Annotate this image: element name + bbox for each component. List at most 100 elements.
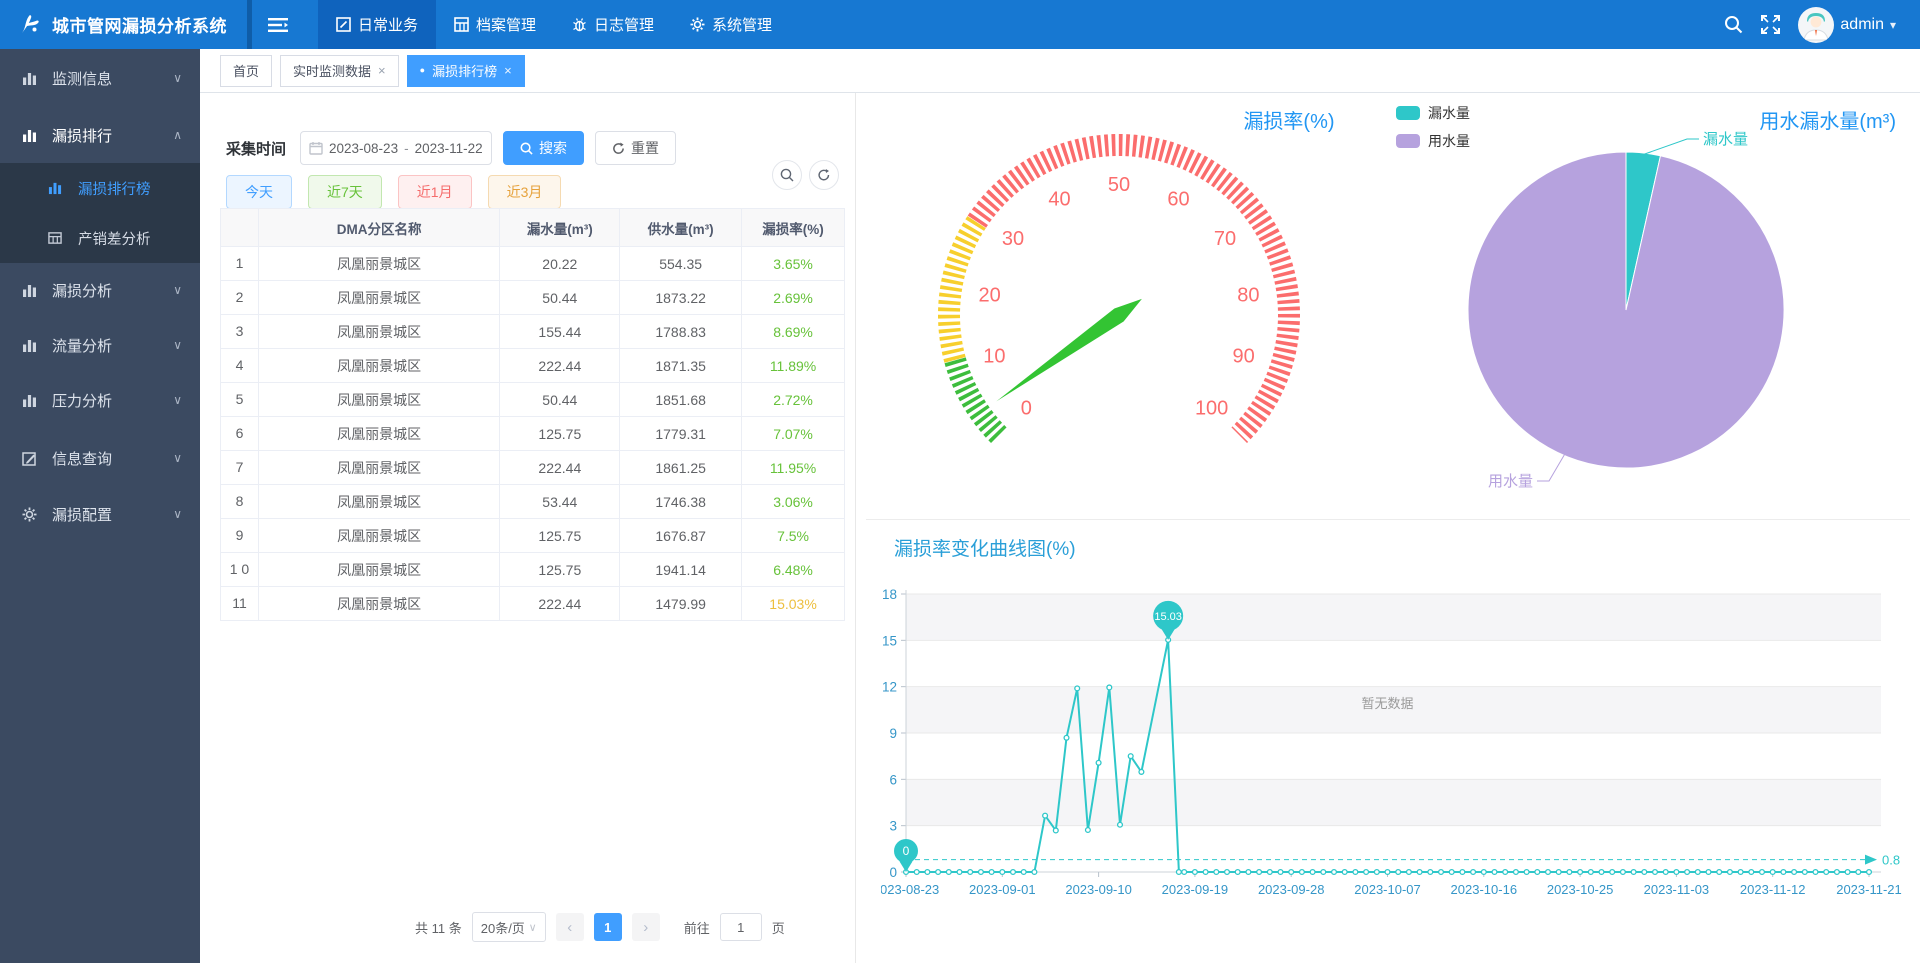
data-point (1577, 868, 1584, 876)
table-row[interactable]: 11 凤凰丽景城区 222.44 1479.99 15.03% (220, 586, 845, 621)
quick-today-button[interactable]: 今天 (226, 175, 292, 209)
table-row[interactable]: 7 凤凰丽景城区 222.44 1861.25 11.95% (220, 450, 845, 485)
x-axis-label: 2023-09-10 (1065, 882, 1132, 897)
cell-supply-volume: 1851.68 (619, 382, 743, 417)
cell-index: 1 0 (220, 552, 259, 587)
data-point (1694, 868, 1701, 876)
table-row[interactable]: 4 凤凰丽景城区 222.44 1871.35 11.89% (220, 348, 845, 383)
table-row[interactable]: 1 凤凰丽景城区 20.22 554.35 3.65% (220, 246, 845, 281)
data-point (1405, 868, 1412, 876)
sidebar-item-pressure-analysis[interactable]: 压力分析 ∨ (0, 372, 200, 428)
global-search-button[interactable] (1724, 15, 1743, 34)
data-point (1544, 868, 1552, 876)
next-page-button[interactable]: › (631, 913, 660, 941)
data-point (1052, 827, 1059, 834)
reset-button[interactable]: 重置 (595, 131, 677, 165)
menu-daily-business[interactable]: 日常业务 (318, 0, 437, 49)
page-size-value: 20条/页 (480, 920, 525, 936)
cell-dma-name: 凤凰丽景城区 (257, 246, 501, 281)
quick-3months-button[interactable]: 近3月 (487, 175, 562, 209)
x-axis-label: 2023-09-01 (969, 882, 1036, 897)
markpoint-label: 15.03 (1154, 611, 1182, 623)
tab-home[interactable]: 首页 (220, 54, 273, 87)
edit-square-icon (336, 17, 351, 32)
cell-leak-rate: 3.65% (741, 246, 845, 281)
table-row[interactable]: 6 凤凰丽景城区 125.75 1779.31 7.07% (220, 416, 845, 451)
charts-panel: 漏损率(%) 0 10 20 30 40 50 60 70 80 90 100 漏水量 用水量 用水… (855, 93, 1920, 963)
x-axis-label: 2023-09-28 (1258, 882, 1325, 897)
legend-item-use[interactable]: 用水量 (1396, 131, 1470, 151)
caret-down-icon: ▾ (1889, 17, 1896, 32)
search-button[interactable]: 搜索 (503, 131, 585, 165)
y-axis-label: 15 (882, 633, 897, 648)
sidebar-item-label: 漏损分析 (52, 282, 113, 300)
tab-realtime-data[interactable]: 实时监测数据 × (280, 54, 399, 87)
cell-leak-volume: 125.75 (499, 552, 621, 587)
table-row[interactable]: 3 凤凰丽景城区 155.44 1788.83 8.69% (220, 314, 845, 349)
sidebar-item-leak-config[interactable]: 漏损配置 ∨ (0, 486, 200, 542)
close-icon[interactable]: × (504, 63, 512, 78)
sidebar-item-info-query[interactable]: 信息查询 ∨ (0, 430, 200, 486)
x-axis-label: 2023-08-23 (881, 882, 939, 897)
tab-bar: 首页 实时监测数据 × ● 漏损排行榜 × (200, 49, 1920, 93)
sidebar-item-leak-analysis[interactable]: 漏损分析 ∨ (0, 262, 200, 318)
table-row[interactable]: 1 0 凤凰丽景城区 125.75 1941.14 6.48% (220, 552, 845, 587)
data-point (1748, 868, 1755, 876)
page-size-select[interactable]: 20条/页 ∨ (471, 912, 546, 942)
cell-leak-rate: 2.72% (741, 382, 845, 417)
data-point (1084, 826, 1091, 834)
table-row[interactable]: 5 凤凰丽景城区 50.44 1851.68 2.72% (220, 382, 845, 417)
date-range-input[interactable]: 2023-08-23 - 2023-11-22 (300, 131, 493, 165)
pie-slice-use[interactable] (1467, 151, 1785, 469)
table-row[interactable]: 9 凤凰丽景城区 125.75 1676.87 7.5% (220, 518, 845, 553)
chevron-down-icon: ∨ (173, 283, 182, 297)
cell-supply-volume: 1479.99 (619, 586, 743, 621)
menu-system[interactable]: 系统管理 (672, 0, 790, 49)
cell-leak-volume: 222.44 (499, 586, 621, 621)
data-point (1288, 868, 1295, 876)
sidebar-item-flow-analysis[interactable]: 流量分析 ∨ (0, 317, 200, 373)
menu-logs[interactable]: 日志管理 (554, 0, 672, 49)
menu-archives[interactable]: 档案管理 (436, 0, 554, 49)
markline-label: 0.8 (1882, 853, 1900, 868)
x-axis-label: 2023-10-07 (1354, 882, 1421, 897)
cell-index: 2 (220, 280, 259, 315)
cell-supply-volume: 1871.35 (619, 348, 743, 383)
table-zoom-button[interactable] (772, 160, 802, 190)
gauge-tick-label: 100 (1195, 398, 1228, 420)
x-axis-label: 2023-10-16 (1451, 882, 1518, 897)
user-menu[interactable]: admin ▾ (1798, 6, 1896, 43)
current-page-button[interactable]: 1 (593, 913, 622, 941)
quick-7days-button[interactable]: 近7天 (308, 175, 382, 209)
table-row[interactable]: 8 凤凰丽景城区 53.44 1746.38 3.06% (220, 484, 845, 519)
tab-leak-ranking[interactable]: ● 漏损排行榜 × (406, 54, 525, 87)
sidebar-item-leak-ranking-board[interactable]: 漏损排行榜 (0, 163, 200, 213)
search-form: 采集时间 2023-08-23 - 2023-11-22 搜索 重置 (226, 131, 677, 165)
sidebar-collapse-button[interactable] (252, 0, 304, 49)
table-refresh-button[interactable] (809, 160, 839, 190)
gauge-tick-label: 90 (1232, 345, 1254, 367)
goto-page-input[interactable] (719, 913, 762, 941)
sidebar-item-leak-rank[interactable]: 漏损排行 ∧ (0, 107, 200, 163)
legend-item-leak[interactable]: 漏水量 (1396, 103, 1470, 123)
markpoint-pin (894, 839, 918, 863)
cell-dma-name: 凤凰丽景城区 (257, 450, 501, 485)
cell-dma-name: 凤凰丽景城区 (257, 416, 501, 451)
sidebar-item-monitor-info[interactable]: 监测信息 ∨ (0, 50, 200, 106)
table-row[interactable]: 2 凤凰丽景城区 50.44 1873.22 2.69% (220, 280, 845, 315)
legend-swatch-leak (1396, 106, 1420, 120)
sidebar-item-nrw-analysis[interactable]: 产销差分析 (0, 213, 200, 263)
quick-1month-button[interactable]: 近1月 (397, 175, 472, 209)
data-point (1213, 868, 1220, 876)
prev-page-button[interactable]: ‹ (555, 913, 584, 941)
data-point (1855, 868, 1862, 876)
data-point (1502, 868, 1509, 876)
gauge-arc-segment (938, 215, 987, 363)
data-point (1266, 868, 1273, 876)
chevron-down-icon: ∨ (173, 393, 182, 407)
data-point (1063, 734, 1070, 741)
close-icon[interactable]: × (378, 63, 386, 78)
fullscreen-button[interactable] (1761, 15, 1781, 34)
pagination-total: 共 11 条 (415, 920, 462, 936)
